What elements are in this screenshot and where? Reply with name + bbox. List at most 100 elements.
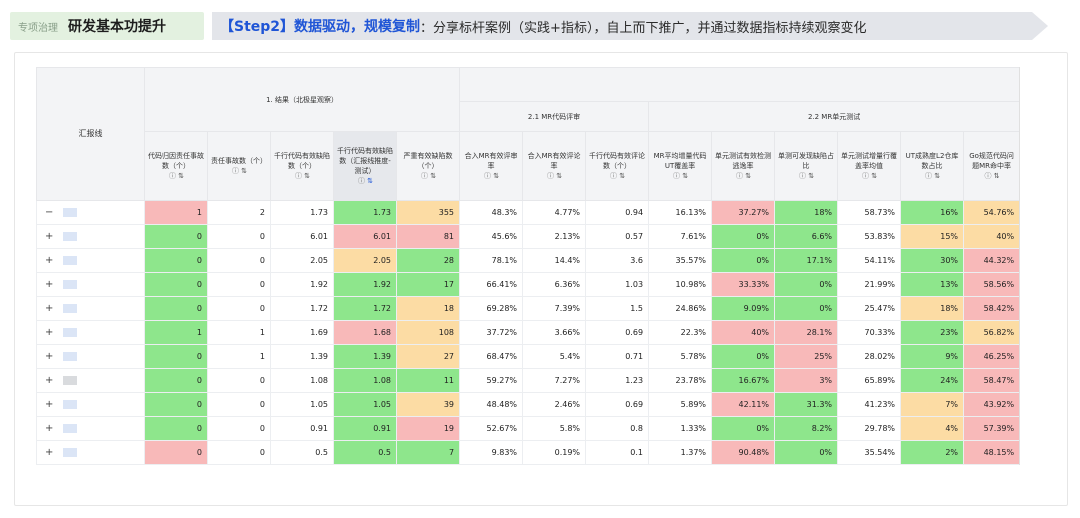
table-cell: 18%	[774, 200, 839, 225]
row-label[interactable]: −	[36, 200, 145, 225]
table-row[interactable]: +0 0 0.91 0.91 19 52.67% 5.8% 0.8 1.33% 0% 8.2% 29.…	[36, 416, 1019, 441]
table-row[interactable]: +0 0 1.08 1.08 11 59.27% 7.27% 1.23 23.78% 16.67%…	[36, 368, 1019, 393]
column-header[interactable]: 合入MR有效评论率 ⓘ ⇅	[522, 131, 587, 201]
table-row[interactable]: +1 1 1.69 1.68 108 37.72% 3.66% 0.69 22.3% 40% 28.…	[36, 320, 1019, 345]
expand-icon[interactable]: +	[45, 447, 54, 458]
info-icon[interactable]: ⓘ	[735, 172, 743, 180]
info-icon[interactable]: ⓘ	[924, 172, 932, 180]
info-icon[interactable]: ⓘ	[546, 172, 554, 180]
redacted-name	[63, 207, 78, 217]
sort-icon[interactable]: ⇅	[301, 172, 311, 180]
info-icon[interactable]: ⓘ	[861, 172, 869, 180]
table-cell: 1.03	[585, 272, 650, 297]
table-row[interactable]: +0 0 1.05 1.05 39 48.48% 2.46% 0.69 5.89% 42.11% 3…	[36, 392, 1019, 417]
header-columns-row: 代码归因责任事故数（个） ⓘ ⇅ 责任事故数（个） ⓘ ⇅ 千行代码有效缺陷数（个） ⓘ …	[37, 131, 1019, 201]
info-icon[interactable]: ⓘ	[231, 167, 239, 175]
table-row[interactable]: +0 0 1.92 1.92 17 66.41% 6.36% 1.03 10.98% 33.33%…	[36, 272, 1019, 297]
row-label[interactable]: +	[36, 224, 145, 249]
expand-icon[interactable]: +	[45, 303, 54, 314]
column-header[interactable]: 千行代码有效缺陷数（汇报线推度-测试） ⓘ ⇅	[333, 131, 397, 201]
info-icon[interactable]: ⓘ	[420, 172, 428, 180]
row-label[interactable]: +	[36, 272, 145, 297]
table-cell: 18%	[900, 296, 965, 321]
table-row[interactable]: +0 0 2.05 2.05 28 78.1% 14.4% 3.6 35.57% 0% 17.1% 5…	[36, 248, 1019, 273]
info-icon[interactable]: ⓘ	[798, 172, 806, 180]
info-icon[interactable]: ⓘ	[357, 177, 365, 185]
column-header[interactable]: UT成熟度L2仓库数占比 ⓘ ⇅	[900, 131, 965, 201]
row-label[interactable]: +	[36, 320, 145, 345]
expand-icon[interactable]: +	[45, 399, 54, 410]
row-label[interactable]: +	[36, 368, 145, 393]
column-header[interactable]: 千行代码有效缺陷数（个） ⓘ ⇅	[270, 131, 334, 201]
sort-icon[interactable]: ⇅	[991, 172, 1000, 180]
expand-icon[interactable]: +	[45, 375, 54, 386]
report-table: 汇报线 1. 结果（北极星观察） 2.1 MR代码评审 2.2 MR单元测试 代码…	[36, 67, 1019, 465]
sort-icon[interactable]: ⇅	[868, 172, 878, 180]
column-header[interactable]: 代码归因责任事故数（个） ⓘ ⇅	[144, 131, 208, 201]
sort-icon[interactable]: ⇅	[679, 172, 689, 180]
table-cell: 3.6	[585, 248, 650, 273]
table-cell: 10.98%	[648, 272, 713, 297]
info-icon[interactable]: ⓘ	[609, 172, 617, 180]
column-header[interactable]: 严重有效缺陷数（个） ⓘ ⇅	[395, 131, 461, 201]
sort-icon[interactable]: ⇅	[553, 172, 563, 180]
sort-icon[interactable]: ⇅	[805, 172, 815, 180]
table-cell: 9%	[900, 344, 965, 369]
expand-icon[interactable]: +	[45, 255, 54, 266]
table-cell: 21.99%	[837, 272, 902, 297]
sort-icon[interactable]: ⇅	[175, 172, 185, 180]
expand-icon[interactable]: +	[45, 351, 54, 362]
table-row[interactable]: +0 0 0.5 0.5 7 9.83% 0.19% 0.1 1.37% 90.48% 0% 35.5…	[36, 440, 1019, 465]
column-header-label: Go规范代码问题MR命中率	[969, 152, 1014, 170]
expand-icon[interactable]: +	[45, 279, 54, 290]
column-header[interactable]: 单元测试增量行覆盖率均值 ⓘ ⇅	[837, 131, 902, 201]
expand-icon[interactable]: +	[45, 423, 54, 434]
info-icon[interactable]: ⓘ	[483, 172, 491, 180]
table-cell: 0%	[711, 248, 776, 273]
header-group-unit-test: 2.2 MR单元测试	[648, 101, 1019, 132]
table-cell: 54.76%	[963, 200, 1019, 225]
column-header[interactable]: 合入MR有效评审率 ⓘ ⇅	[459, 131, 524, 201]
column-header[interactable]: 单测可发现缺陷占比 ⓘ ⇅	[774, 131, 839, 201]
table-cell: 25.47%	[837, 296, 902, 321]
row-label[interactable]: +	[36, 416, 145, 441]
redacted-name	[63, 255, 78, 265]
table-cell: 5.89%	[648, 392, 713, 417]
sort-icon[interactable]: ⇅	[238, 167, 248, 175]
row-label[interactable]: +	[36, 296, 145, 321]
sort-icon[interactable]: ⇅	[742, 172, 752, 180]
table-row[interactable]: +0 0 6.01 6.01 81 45.6% 2.13% 0.57 7.61% 0% 6.6% 53…	[36, 224, 1019, 249]
table-cell: 7.39%	[522, 296, 587, 321]
info-icon[interactable]: ⓘ	[672, 172, 680, 180]
info-icon[interactable]: ⓘ	[294, 172, 302, 180]
info-icon[interactable]: ⓘ	[168, 172, 176, 180]
table-cell: 0	[144, 248, 208, 273]
collapse-icon[interactable]: −	[45, 207, 54, 218]
table-cell: 52.67%	[459, 416, 524, 441]
row-label[interactable]: +	[36, 248, 145, 273]
sort-icon[interactable]: ⇅	[427, 172, 437, 180]
table-cell: 0	[144, 344, 208, 369]
table-cell: 355	[395, 200, 461, 225]
column-header[interactable]: 千行代码有效评论数（个） ⓘ ⇅	[585, 131, 650, 201]
row-label[interactable]: +	[36, 440, 145, 465]
column-header[interactable]: Go规范代码问题MR命中率 ⓘ ⇅	[963, 131, 1019, 201]
column-header[interactable]: MR平均增量代码UT覆盖率 ⓘ ⇅	[648, 131, 713, 201]
row-label[interactable]: +	[36, 344, 145, 369]
sort-icon[interactable]: ⇅	[616, 172, 626, 180]
table-cell: 0	[207, 248, 271, 273]
sort-icon[interactable]: ⇅	[364, 177, 374, 185]
column-header[interactable]: 责任事故数（个） ⓘ ⇅	[207, 131, 271, 201]
expand-icon[interactable]: +	[45, 327, 54, 338]
report-table-container[interactable]: 汇报线 1. 结果（北极星观察） 2.1 MR代码评审 2.2 MR单元测试 代码…	[36, 67, 1020, 465]
table-row[interactable]: +0 0 1.72 1.72 18 69.28% 7.39% 1.5 24.86% 9.09% 0%…	[36, 296, 1019, 321]
info-icon[interactable]: ⓘ	[984, 172, 992, 180]
table-row[interactable]: +0 1 1.39 1.39 27 68.47% 5.4% 0.71 5.78% 0% 25% 28.…	[36, 344, 1019, 369]
row-label[interactable]: +	[36, 392, 145, 417]
expand-icon[interactable]: +	[45, 231, 54, 242]
column-header[interactable]: 单元测试有效检测逃逸率 ⓘ ⇅	[711, 131, 776, 201]
sort-icon[interactable]: ⇅	[490, 172, 500, 180]
table-cell: 5.4%	[522, 344, 587, 369]
table-row[interactable]: −1 2 1.73 1.73 355 48.3% 4.77% 0.94 16.13% 37.27%…	[36, 200, 1019, 225]
sort-icon[interactable]: ⇅	[931, 172, 941, 180]
